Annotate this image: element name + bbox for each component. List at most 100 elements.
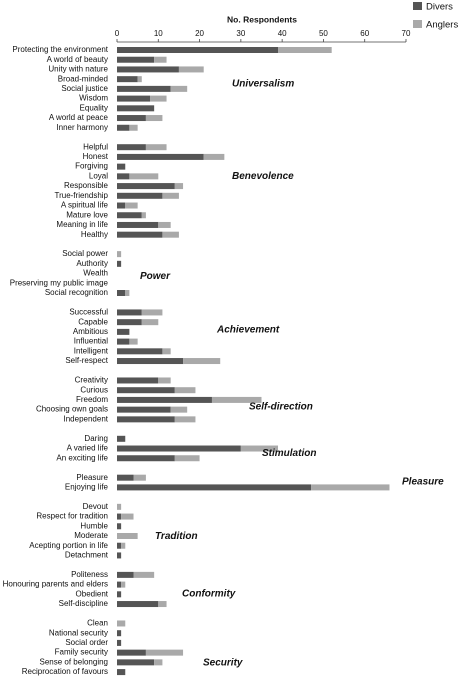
category-label: Sense of belonging	[40, 657, 109, 666]
bar-segment	[117, 630, 122, 637]
category-label: A spiritual life	[61, 201, 109, 210]
bar-segment	[117, 251, 122, 258]
category-label: Mature love	[66, 210, 108, 219]
bar-segment	[117, 503, 122, 510]
bar-segment	[133, 571, 155, 578]
bar-segment	[117, 601, 159, 608]
bar-segment	[158, 377, 171, 384]
category-label: Humble	[80, 521, 108, 530]
bar-segment	[174, 416, 196, 423]
category-label: Influential	[74, 337, 108, 346]
bar-segment	[117, 639, 122, 646]
category-label: Freedom	[76, 395, 108, 404]
legend-swatch	[413, 2, 422, 10]
category-label: Social recognition	[45, 288, 108, 297]
category-label: Enjoying life	[65, 483, 109, 492]
chart-title: No. Respondents	[227, 14, 297, 24]
bar-segment	[117, 76, 138, 83]
bar-segment	[117, 377, 159, 384]
bar-segment	[162, 192, 179, 199]
category-label: Clean	[87, 619, 108, 628]
category-label: Authority	[76, 259, 108, 268]
category-label: Inner harmony	[56, 123, 108, 132]
x-tick-label: 50	[319, 29, 328, 38]
bar-segment	[117, 95, 151, 102]
category-label: Capable	[78, 317, 108, 326]
category-label: An exciting life	[56, 453, 108, 462]
category-label: Loyal	[89, 171, 108, 180]
bar-segment	[125, 290, 130, 296]
bar-segment	[117, 105, 155, 112]
bar-segment	[211, 396, 262, 403]
category-label: Wealth	[83, 269, 108, 278]
bar-segment	[145, 144, 167, 151]
bar-segment	[117, 387, 175, 394]
category-label: Honest	[83, 152, 109, 161]
x-tick-label: 30	[236, 29, 245, 38]
category-label: Intelligent	[74, 346, 109, 355]
bar-segment	[117, 649, 146, 656]
bar-segment	[150, 95, 167, 102]
bar-segment	[117, 358, 184, 365]
bar-segment	[117, 513, 122, 520]
category-label: True-friendship	[54, 191, 108, 200]
bar-segment	[117, 542, 122, 549]
bar-segment	[162, 348, 171, 355]
bar-segment	[170, 406, 188, 413]
bar-segment	[240, 445, 279, 452]
category-label: Creativity	[75, 376, 108, 385]
bar-segment	[117, 66, 179, 73]
bar-segment	[117, 153, 204, 160]
bar-segment	[117, 523, 122, 530]
x-tick-label: 60	[360, 29, 369, 38]
bar-segment	[141, 212, 146, 219]
bar-segment	[121, 542, 126, 549]
bar-segment	[117, 319, 142, 326]
bar-segment	[129, 338, 138, 345]
x-tick-label: 70	[402, 29, 411, 38]
category-label: A varied life	[67, 444, 109, 453]
bar-segment	[174, 387, 196, 394]
bar-segment	[129, 124, 138, 131]
bar-segment	[117, 47, 279, 53]
bar-segment	[117, 435, 126, 442]
category-label: Devout	[83, 502, 109, 511]
bar-segment	[117, 396, 212, 403]
group-label: Achievement	[216, 325, 280, 336]
bar-segment	[117, 455, 175, 462]
bar-segment	[117, 338, 130, 345]
category-label: Social order	[65, 638, 108, 647]
bar-segment	[121, 581, 126, 588]
group-label: Self-direction	[249, 401, 313, 412]
category-label: Wisdom	[79, 94, 108, 103]
bar-segment	[133, 474, 146, 481]
category-label: Moderate	[74, 531, 108, 540]
category-label: Unity with nature	[48, 65, 108, 74]
bar-segment	[311, 484, 390, 491]
group-label: Power	[140, 271, 171, 282]
bar-segment	[117, 669, 126, 676]
bar-segment	[117, 552, 122, 559]
bar-segment	[137, 76, 142, 83]
category-label: Choosing own goals	[36, 405, 108, 414]
category-label: Social justice	[61, 84, 108, 93]
bar-segment	[117, 620, 126, 627]
bar-segment	[117, 533, 138, 539]
bar-segment	[117, 406, 171, 413]
legend-label: Divers	[426, 2, 453, 13]
category-label: Broad-minded	[58, 74, 108, 83]
bar-segment	[117, 474, 134, 481]
bar-segment	[117, 445, 241, 452]
bar-segment	[117, 56, 155, 63]
category-label: Honouring parents and elders	[3, 580, 108, 589]
bar-segment	[117, 144, 146, 151]
bar-segment	[162, 231, 179, 238]
category-label: Forgiving	[75, 162, 108, 171]
bar-segment	[117, 659, 155, 666]
group-label: Pleasure	[402, 476, 444, 487]
bar-segment	[183, 358, 221, 365]
bar-segment	[117, 591, 122, 598]
bar-segment	[117, 115, 146, 122]
group-label: Benevolence	[232, 171, 294, 182]
